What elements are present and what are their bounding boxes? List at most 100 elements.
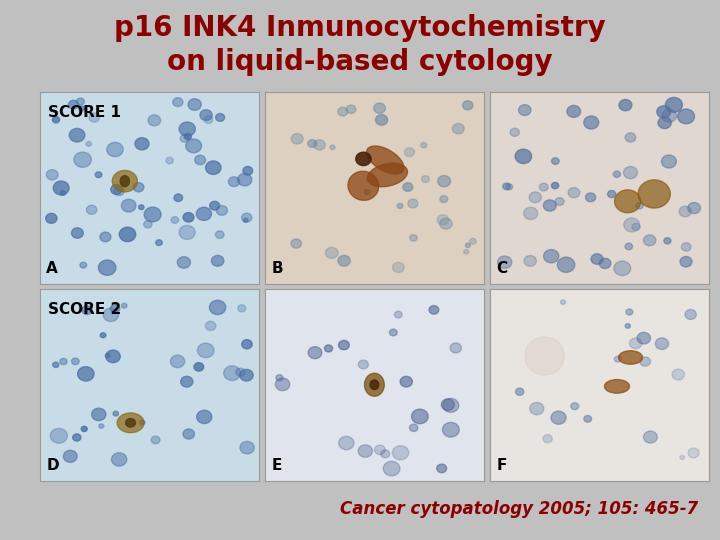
Circle shape bbox=[112, 453, 127, 466]
Circle shape bbox=[591, 254, 603, 264]
Circle shape bbox=[197, 410, 212, 423]
Circle shape bbox=[374, 445, 385, 455]
Circle shape bbox=[45, 213, 57, 224]
Circle shape bbox=[120, 227, 136, 241]
Circle shape bbox=[410, 424, 418, 431]
Circle shape bbox=[228, 177, 240, 187]
Circle shape bbox=[171, 217, 179, 224]
Circle shape bbox=[330, 145, 335, 150]
Circle shape bbox=[291, 239, 302, 248]
Circle shape bbox=[615, 190, 641, 213]
Circle shape bbox=[122, 199, 136, 212]
Circle shape bbox=[144, 207, 161, 222]
Circle shape bbox=[625, 323, 631, 328]
Circle shape bbox=[184, 133, 192, 140]
Circle shape bbox=[95, 172, 102, 178]
Circle shape bbox=[60, 191, 66, 195]
Circle shape bbox=[276, 375, 283, 381]
Circle shape bbox=[243, 166, 253, 175]
Text: SCORE 1: SCORE 1 bbox=[48, 105, 122, 120]
Circle shape bbox=[78, 106, 84, 111]
Circle shape bbox=[624, 218, 640, 232]
Circle shape bbox=[91, 408, 106, 421]
Circle shape bbox=[235, 368, 245, 376]
Circle shape bbox=[665, 97, 683, 112]
Circle shape bbox=[53, 117, 60, 123]
Circle shape bbox=[338, 340, 349, 350]
Circle shape bbox=[99, 260, 116, 275]
Circle shape bbox=[403, 183, 413, 191]
Circle shape bbox=[420, 143, 427, 148]
Circle shape bbox=[544, 200, 557, 211]
Ellipse shape bbox=[605, 380, 629, 393]
Circle shape bbox=[100, 333, 106, 338]
Circle shape bbox=[438, 176, 451, 187]
Circle shape bbox=[82, 306, 92, 315]
Circle shape bbox=[89, 113, 99, 122]
Circle shape bbox=[410, 234, 417, 241]
Circle shape bbox=[529, 192, 541, 202]
Circle shape bbox=[390, 329, 397, 336]
Circle shape bbox=[113, 411, 119, 416]
Circle shape bbox=[568, 187, 580, 198]
Text: Cancer cytopatology 2005; 105: 465-7: Cancer cytopatology 2005; 105: 465-7 bbox=[340, 501, 698, 518]
Circle shape bbox=[552, 158, 559, 164]
Circle shape bbox=[105, 354, 110, 357]
Circle shape bbox=[186, 139, 202, 153]
Circle shape bbox=[325, 345, 333, 352]
Circle shape bbox=[78, 367, 94, 381]
Circle shape bbox=[613, 171, 621, 177]
Circle shape bbox=[216, 206, 228, 215]
Circle shape bbox=[664, 238, 671, 244]
Circle shape bbox=[215, 113, 225, 122]
Circle shape bbox=[358, 445, 372, 457]
Ellipse shape bbox=[120, 176, 130, 187]
Circle shape bbox=[346, 105, 356, 113]
Circle shape bbox=[338, 255, 351, 266]
Circle shape bbox=[516, 388, 524, 395]
Circle shape bbox=[179, 225, 195, 239]
Ellipse shape bbox=[125, 418, 135, 427]
Circle shape bbox=[375, 114, 387, 125]
Circle shape bbox=[139, 205, 144, 210]
Circle shape bbox=[210, 300, 226, 315]
Text: A: A bbox=[46, 261, 58, 276]
Circle shape bbox=[325, 247, 338, 259]
Ellipse shape bbox=[618, 350, 642, 365]
Circle shape bbox=[183, 213, 194, 222]
Circle shape bbox=[397, 204, 403, 208]
Circle shape bbox=[194, 363, 204, 371]
Circle shape bbox=[680, 256, 692, 267]
Circle shape bbox=[680, 455, 685, 460]
Circle shape bbox=[197, 343, 214, 357]
Circle shape bbox=[238, 305, 246, 312]
Circle shape bbox=[662, 155, 676, 168]
Circle shape bbox=[510, 128, 519, 137]
Circle shape bbox=[625, 243, 633, 250]
Circle shape bbox=[443, 399, 459, 413]
Circle shape bbox=[544, 249, 559, 263]
Circle shape bbox=[212, 255, 224, 266]
Circle shape bbox=[100, 232, 111, 242]
Circle shape bbox=[632, 224, 640, 231]
Circle shape bbox=[177, 256, 191, 268]
Circle shape bbox=[308, 347, 322, 359]
Circle shape bbox=[464, 249, 469, 254]
Circle shape bbox=[672, 369, 685, 380]
Circle shape bbox=[103, 308, 119, 321]
Circle shape bbox=[539, 183, 548, 191]
Circle shape bbox=[224, 366, 240, 381]
Circle shape bbox=[584, 116, 599, 129]
Circle shape bbox=[359, 360, 369, 369]
Circle shape bbox=[140, 420, 145, 425]
Circle shape bbox=[53, 181, 69, 195]
Circle shape bbox=[364, 190, 370, 194]
Circle shape bbox=[523, 207, 538, 220]
Circle shape bbox=[441, 399, 454, 410]
Circle shape bbox=[242, 340, 252, 349]
Circle shape bbox=[662, 109, 677, 122]
Circle shape bbox=[518, 105, 531, 116]
Circle shape bbox=[73, 434, 81, 441]
Circle shape bbox=[681, 242, 691, 251]
Circle shape bbox=[69, 129, 85, 142]
